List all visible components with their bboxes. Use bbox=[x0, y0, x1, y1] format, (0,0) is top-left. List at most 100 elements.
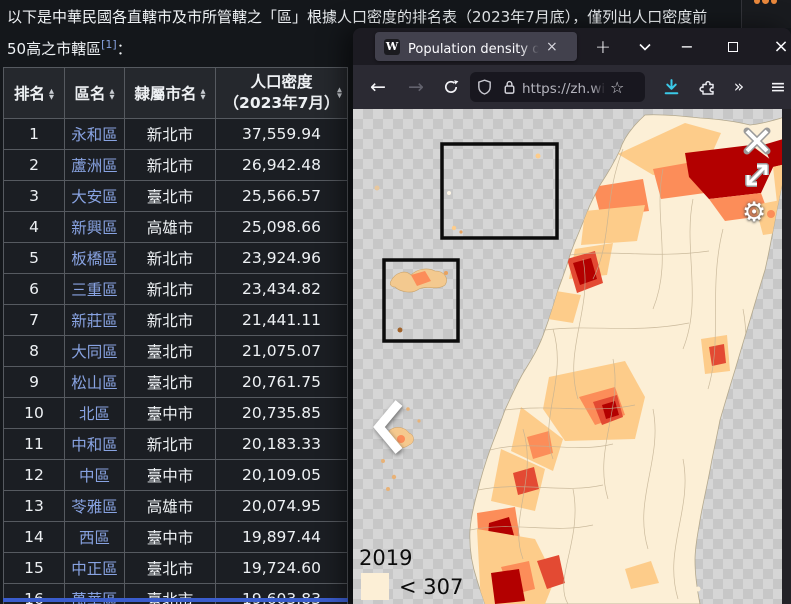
cell-rank: 7 bbox=[3, 304, 65, 336]
forward-button[interactable]: → bbox=[408, 76, 424, 98]
partial-orange-icon bbox=[771, 0, 777, 4]
background-window-edge bbox=[741, 0, 791, 28]
cell-rank: 14 bbox=[3, 521, 65, 553]
navigation-toolbar: ← → https://zh.wi ☆ bbox=[353, 65, 791, 109]
cell-rank: 6 bbox=[3, 273, 65, 305]
cell-density: 25,566.57 bbox=[215, 180, 348, 212]
district-link[interactable]: 中和區 bbox=[71, 436, 118, 454]
district-link[interactable]: 蘆洲區 bbox=[71, 157, 118, 175]
header-city[interactable]: 隸屬市名 ▲ ▼ bbox=[124, 67, 216, 119]
chevron-left-icon bbox=[373, 400, 403, 454]
cell-district: 三重區 bbox=[64, 273, 125, 305]
new-tab-button[interactable]: + bbox=[595, 35, 611, 58]
cell-district: 中區 bbox=[64, 459, 125, 491]
cell-density: 20,109.05 bbox=[215, 459, 348, 491]
cell-rank: 10 bbox=[3, 397, 65, 429]
cell-rank: 12 bbox=[3, 459, 65, 491]
window-close-button[interactable]: × bbox=[773, 36, 789, 57]
cell-city: 新北市 bbox=[124, 273, 216, 305]
previous-image-button[interactable] bbox=[367, 397, 411, 457]
reload-button[interactable] bbox=[439, 65, 463, 109]
maximize-button[interactable] bbox=[719, 28, 747, 65]
cell-city: 臺北市 bbox=[124, 366, 216, 398]
reference-link[interactable]: [1] bbox=[101, 38, 117, 51]
shield-icon[interactable] bbox=[476, 78, 493, 96]
district-link[interactable]: 中正區 bbox=[71, 560, 118, 578]
legend-row: < 307 bbox=[361, 573, 463, 600]
header-rank[interactable]: 排名 ▲ ▼ bbox=[3, 67, 65, 119]
cell-density: 25,098.66 bbox=[215, 211, 348, 243]
district-link[interactable]: 板橋區 bbox=[71, 250, 118, 268]
tab-bar: W Population density of Ta × + − × bbox=[353, 28, 791, 65]
overflow-menu-button[interactable]: » bbox=[733, 77, 745, 97]
intro-paragraph: 以下是中華民國各直轄市及市所管轄之「區」根據人口密度的排名表（2023年7月底）… bbox=[7, 4, 767, 63]
fullscreen-button[interactable] bbox=[743, 161, 771, 189]
tab-title: Population density of Ta bbox=[408, 41, 542, 56]
lock-icon[interactable] bbox=[501, 78, 518, 96]
district-link[interactable]: 新莊區 bbox=[71, 312, 118, 330]
cell-district: 北區 bbox=[64, 397, 125, 429]
gear-icon: ⚙ bbox=[742, 197, 767, 228]
wikipedia-favicon: W bbox=[384, 38, 400, 55]
cell-density: 20,074.95 bbox=[215, 490, 348, 522]
cell-district: 蘆洲區 bbox=[64, 149, 125, 181]
hamburger-menu-button[interactable]: ≡ bbox=[770, 76, 786, 98]
district-link[interactable]: 永和區 bbox=[71, 126, 118, 144]
cell-density: 37,559.94 bbox=[215, 118, 348, 150]
sort-icon: ▲ ▼ bbox=[200, 87, 206, 101]
bookmark-star-icon[interactable]: ☆ bbox=[610, 77, 625, 97]
tab-close-icon[interactable]: × bbox=[546, 38, 558, 55]
cell-density: 21,441.11 bbox=[215, 304, 348, 336]
extensions-button[interactable] bbox=[695, 65, 721, 109]
list-tabs-button[interactable] bbox=[633, 28, 657, 65]
cell-district: 西區 bbox=[64, 521, 125, 553]
density-table-body: 1 永和區 新北市 37,559.94 2 蘆洲區 新北市 26,942.48 3 大安區 臺北市 2… bbox=[3, 118, 348, 604]
url-bar[interactable]: https://zh.wi ☆ bbox=[470, 72, 645, 102]
header-district[interactable]: 區名 ▲ ▼ bbox=[64, 67, 125, 119]
district-link[interactable]: 大安區 bbox=[71, 188, 118, 206]
table-row: 9 松山區 臺北市 20,761.75 bbox=[3, 366, 348, 398]
cell-city: 臺北市 bbox=[124, 335, 216, 367]
district-link[interactable]: 新興區 bbox=[71, 219, 118, 237]
cell-city: 新北市 bbox=[124, 242, 216, 274]
cell-city: 臺中市 bbox=[124, 521, 216, 553]
cell-density: 20,183.33 bbox=[215, 428, 348, 460]
download-icon bbox=[664, 78, 678, 94]
district-link[interactable]: 苓雅區 bbox=[71, 498, 118, 516]
district-link[interactable]: 松山區 bbox=[71, 374, 118, 392]
cell-district: 新興區 bbox=[64, 211, 125, 243]
tab-population-density[interactable]: W Population density of Ta × bbox=[375, 32, 577, 61]
table-row: 8 大同區 臺北市 21,075.07 bbox=[3, 335, 348, 367]
scrollbar-track[interactable] bbox=[782, 109, 791, 604]
cell-density: 23,924.96 bbox=[215, 242, 348, 274]
legend-label: < 307 bbox=[399, 574, 464, 599]
table-row: 1 永和區 新北市 37,559.94 bbox=[3, 118, 348, 150]
district-link[interactable]: 三重區 bbox=[71, 281, 118, 299]
downloads-button[interactable] bbox=[658, 65, 684, 109]
table-row: 12 中區 臺中市 20,109.05 bbox=[3, 459, 348, 491]
cell-district: 永和區 bbox=[64, 118, 125, 150]
sort-icon: ▲ ▼ bbox=[337, 85, 342, 99]
cell-district: 大同區 bbox=[64, 335, 125, 367]
cell-city: 新北市 bbox=[124, 428, 216, 460]
header-density[interactable]: 人口密度 （2023年7月） ▲ ▼ bbox=[215, 67, 348, 119]
back-button[interactable]: ← bbox=[370, 76, 386, 98]
table-row: 15 中正區 臺北市 19,724.60 bbox=[3, 552, 348, 584]
cell-district: 中和區 bbox=[64, 428, 125, 460]
cell-rank: 13 bbox=[3, 490, 65, 522]
table-row: 11 中和區 新北市 20,183.33 bbox=[3, 428, 348, 460]
viewer-close-button[interactable] bbox=[741, 125, 773, 157]
district-link[interactable]: 中區 bbox=[78, 467, 110, 485]
table-row: 7 新莊區 新北市 21,441.11 bbox=[3, 304, 348, 336]
district-link[interactable]: 大同區 bbox=[71, 343, 118, 361]
cell-rank: 15 bbox=[3, 552, 65, 584]
partial-orange-icon bbox=[754, 0, 760, 4]
district-link[interactable]: 西區 bbox=[78, 529, 110, 547]
maximize-icon bbox=[728, 41, 738, 52]
district-link[interactable]: 北區 bbox=[78, 405, 110, 423]
cell-district: 板橋區 bbox=[64, 242, 125, 274]
minimize-button[interactable]: − bbox=[680, 37, 694, 56]
cell-density: 19,724.60 bbox=[215, 552, 348, 584]
settings-button[interactable]: ⚙ bbox=[742, 197, 766, 228]
cell-district: 中正區 bbox=[64, 552, 125, 584]
